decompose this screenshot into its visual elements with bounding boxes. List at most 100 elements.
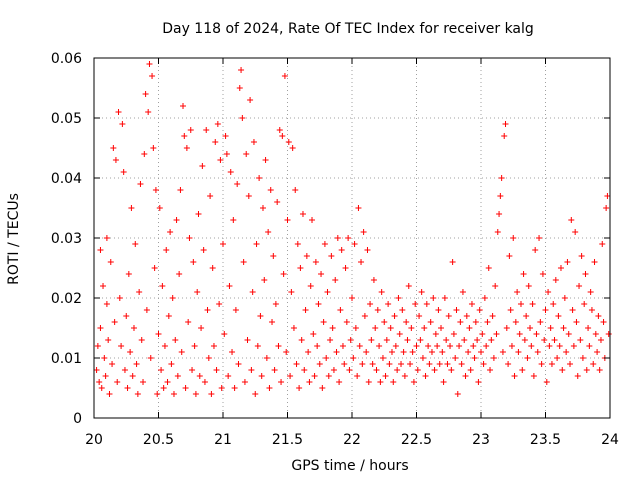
data-point: [370, 277, 377, 283]
axis-ticks: [93, 57, 611, 419]
data-point: [578, 253, 585, 259]
data-point: [319, 385, 326, 391]
data-point: [160, 385, 167, 391]
data-point: [227, 169, 234, 175]
data-point: [100, 283, 107, 289]
data-point: [252, 391, 259, 397]
data-point: [573, 319, 580, 325]
data-point: [431, 367, 438, 373]
y-tick-label: 0.01: [51, 351, 82, 367]
data-point: [214, 121, 221, 127]
data-point: [336, 379, 343, 385]
data-point: [349, 295, 355, 301]
data-point: [418, 289, 425, 295]
data-point: [231, 385, 238, 391]
data-point: [441, 295, 448, 301]
data-point: [519, 367, 526, 373]
data-point: [410, 379, 417, 385]
data-point: [532, 247, 539, 253]
data-point: [523, 313, 530, 319]
data-point: [339, 343, 346, 349]
data-point: [597, 337, 604, 343]
data-point: [97, 325, 104, 331]
data-point: [537, 319, 544, 325]
data-point: [210, 343, 217, 349]
data-point: [301, 367, 308, 373]
data-point: [435, 307, 442, 313]
data-point: [545, 289, 552, 295]
data-point: [369, 361, 376, 367]
data-point: [203, 127, 210, 133]
data-point: [189, 367, 196, 373]
data-point: [448, 367, 455, 373]
data-point: [182, 385, 189, 391]
data-point: [471, 355, 478, 361]
data-point: [283, 349, 290, 355]
data-point: [106, 391, 113, 397]
data-point: [494, 229, 501, 235]
data-point: [303, 253, 310, 259]
data-point: [529, 301, 536, 307]
data-point: [497, 193, 504, 199]
data-point: [465, 349, 472, 355]
data-point: [483, 343, 490, 349]
data-point: [244, 337, 251, 343]
data-point: [134, 391, 141, 397]
data-point: [297, 265, 304, 271]
data-point: [480, 361, 487, 367]
data-point: [559, 367, 566, 373]
data-point: [315, 301, 322, 307]
data-point: [178, 349, 185, 355]
data-point: [590, 361, 597, 367]
data-point: [265, 229, 272, 235]
data-point: [467, 367, 474, 373]
x-tick-label: 21.5: [272, 432, 303, 448]
data-point: [190, 259, 197, 265]
data-point: [423, 301, 430, 307]
data-point: [156, 205, 163, 211]
data-point: [382, 373, 389, 379]
data-point: [399, 307, 406, 313]
data-point: [436, 361, 443, 367]
data-point: [138, 337, 145, 343]
data-point: [269, 319, 276, 325]
data-point: [155, 331, 162, 337]
data-point: [408, 325, 415, 331]
data-point: [128, 205, 135, 211]
data-point: [538, 361, 545, 367]
data-point: [481, 295, 488, 301]
data-point: [168, 361, 175, 367]
y-tick-label: 0.02: [51, 291, 82, 307]
data-point: [534, 349, 541, 355]
data-point: [132, 241, 139, 247]
data-point: [177, 187, 184, 193]
data-point: [149, 73, 156, 79]
data-point: [463, 313, 470, 319]
data-point: [234, 181, 241, 187]
data-point: [563, 349, 570, 355]
data-point: [572, 229, 579, 235]
data-point: [338, 247, 345, 253]
data-point: [111, 319, 118, 325]
data-point: [379, 355, 386, 361]
data-point: [474, 337, 481, 343]
data-point: [163, 247, 170, 253]
data-point: [281, 73, 288, 79]
data-point: [592, 331, 599, 337]
data-point: [503, 325, 510, 331]
data-point: [161, 343, 168, 349]
data-point: [342, 265, 349, 271]
data-point: [221, 331, 228, 337]
data-point: [417, 337, 424, 343]
data-point: [114, 379, 121, 385]
data-point: [154, 391, 161, 397]
data-point: [337, 307, 344, 313]
data-point: [525, 283, 532, 289]
data-point: [387, 325, 394, 331]
x-tick-label: 20.5: [143, 432, 174, 448]
data-point: [145, 109, 152, 115]
data-point: [454, 391, 461, 397]
data-point: [560, 325, 567, 331]
data-point: [207, 193, 214, 199]
data-point: [341, 361, 348, 367]
